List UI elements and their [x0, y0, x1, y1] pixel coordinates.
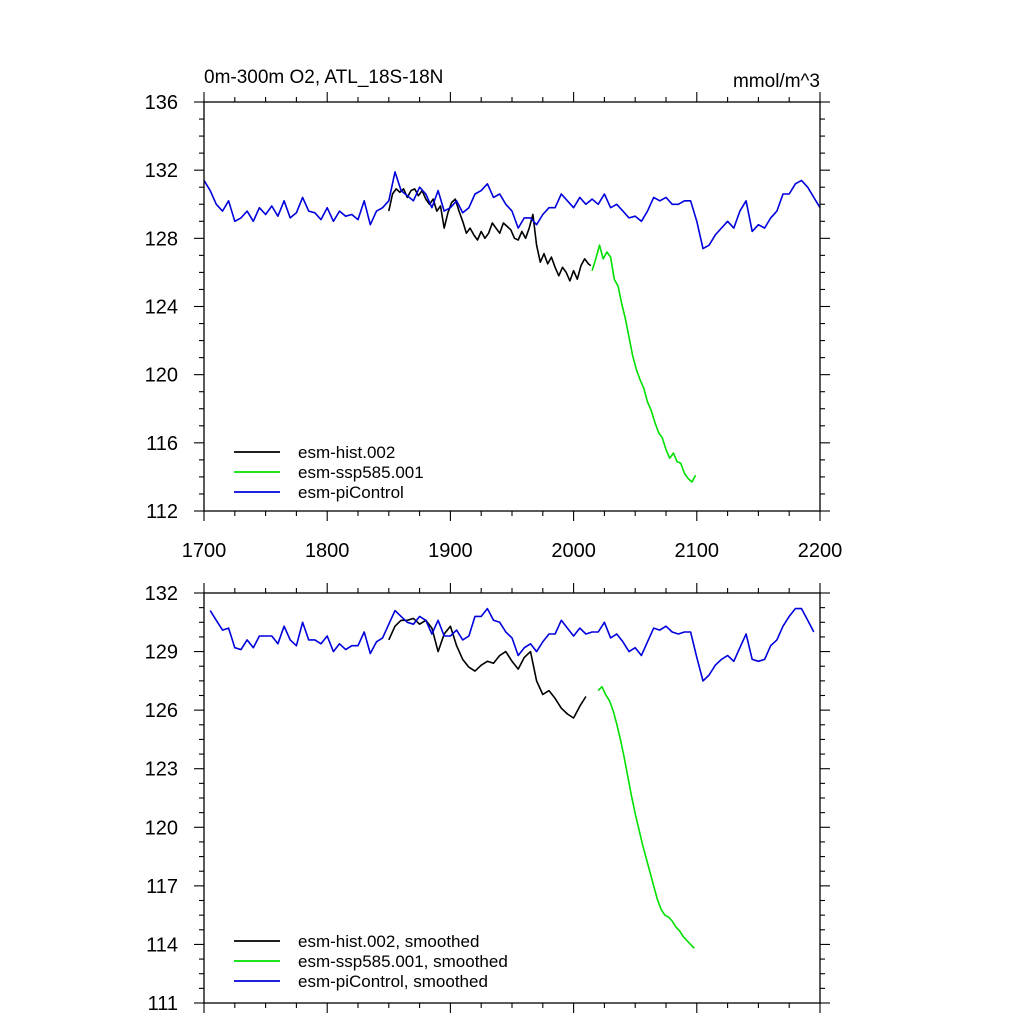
y-tick-label: 124	[145, 297, 178, 319]
y-tick-label: 120	[145, 365, 178, 387]
y-tick-label: 112	[146, 501, 178, 523]
legend-label: esm-piControl, smoothed	[298, 972, 488, 991]
series-line-esm-ssp585-001-smoothed	[597, 685, 695, 949]
y-tick-label: 117	[146, 876, 178, 898]
x-tick-label: 2200	[798, 540, 843, 562]
top-chart-ticks: 112 116 120 124 128 132 136 1700 1800 1900 2000 210…	[145, 92, 843, 562]
y-tick-label: 114	[146, 934, 178, 956]
x-tick-label: 1900	[428, 540, 473, 562]
y-tick-label: 120	[145, 817, 178, 839]
legend-label: esm-ssp585.001	[298, 463, 424, 482]
y-tick-label: 116	[146, 433, 178, 455]
y-tick-label: 123	[145, 759, 178, 781]
bottom-chart-series	[209, 607, 815, 949]
bottom-chart-ticks: 111 114 117 120 123 126 129 132	[145, 583, 830, 1015]
top-chart-series	[203, 171, 821, 483]
series-line-esm-hist-002	[388, 188, 592, 282]
x-tick-label: 2000	[551, 540, 596, 562]
series-line-esm-ssp585-001	[591, 244, 697, 483]
bottom-chart-frame	[203, 592, 821, 1004]
y-tick-label: 129	[145, 642, 178, 664]
y-tick-label: 136	[145, 92, 178, 114]
x-tick-label: 1700	[182, 540, 227, 562]
series-line-esm-hist-002-smoothed	[388, 617, 587, 719]
y-tick-label: 126	[145, 700, 178, 722]
legend-label: esm-hist.002	[298, 443, 395, 462]
top-chart-frame	[203, 101, 821, 512]
legend-label: esm-hist.002, smoothed	[298, 932, 479, 951]
y-tick-label: 128	[145, 228, 178, 250]
top-chart-title: 0m-300m O2, ATL_18S-18N	[204, 67, 443, 88]
y-tick-label: 132	[145, 583, 178, 605]
top-chart-units: mmol/m^3	[733, 71, 820, 92]
legend-label: esm-ssp585.001, smoothed	[298, 952, 508, 971]
legend-label: esm-piControl	[298, 483, 404, 502]
x-tick-label: 2100	[675, 540, 720, 562]
series-line-esm-picontrol	[203, 171, 821, 250]
y-tick-label: 132	[145, 160, 178, 182]
y-tick-label: 111	[148, 993, 178, 1015]
series-line-esm-picontrol-smoothed	[209, 607, 815, 682]
top-chart: 0m-300m O2, ATL_18S-18N mmol/m^3 1121161…	[145, 67, 843, 562]
x-tick-label: 1800	[305, 540, 350, 562]
bottom-chart: 111 114 117 120 123 126 129 132 esm-hist.002, s…	[145, 583, 830, 1015]
